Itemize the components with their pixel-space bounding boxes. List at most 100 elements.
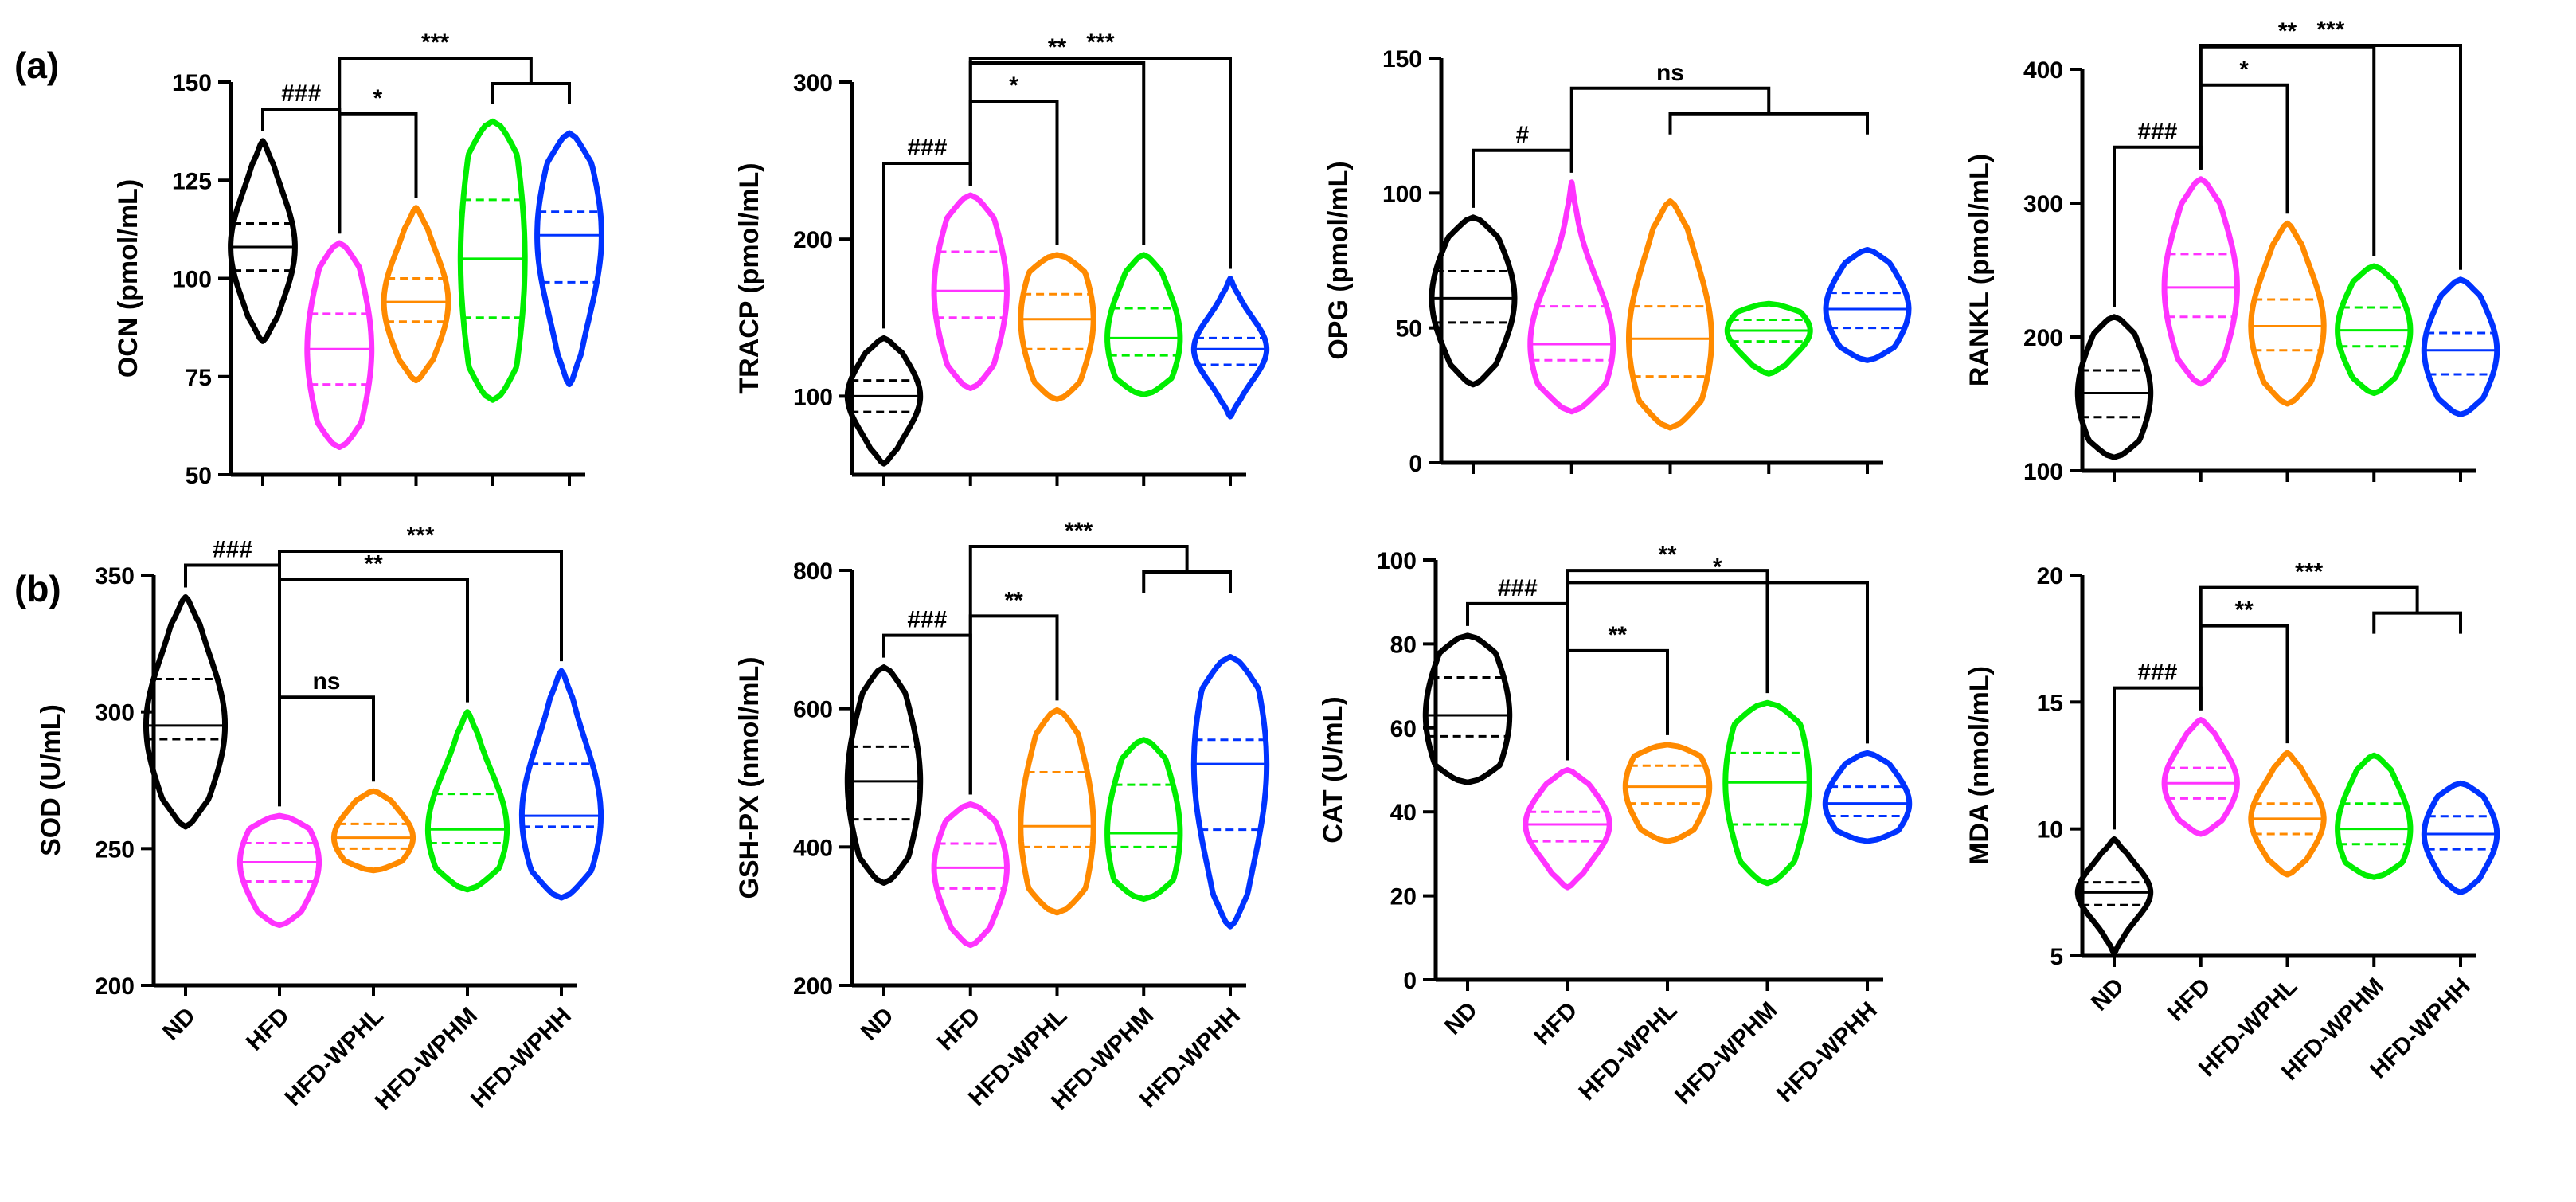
significance-bracket — [2113, 145, 2203, 307]
y-tick-label: 75 — [186, 365, 212, 391]
x-category-label: HFD-WPHM — [1670, 997, 1782, 1110]
significance-label: ** — [364, 551, 383, 578]
panel-label-b: (b) — [14, 568, 61, 609]
significance-label: ** — [1004, 587, 1023, 613]
x-category-label: HFD-WPHM — [370, 1003, 483, 1115]
significance-label: *** — [1065, 518, 1093, 544]
y-tick-label: 400 — [793, 835, 833, 861]
significance-label: *** — [421, 29, 449, 56]
y-tick-label: 40 — [1390, 800, 1417, 826]
significance-label: ### — [213, 536, 252, 562]
y-tick-label: 200 — [793, 227, 833, 253]
significance-label: ### — [2137, 660, 2177, 686]
significance-label: ns — [312, 668, 340, 695]
significance-bracket — [968, 57, 1232, 269]
violin-HFD-WPHH — [1190, 654, 1270, 930]
significance-label: ** — [2278, 18, 2297, 45]
y-axis-label: RANKL (pmol/mL) — [1964, 154, 1995, 386]
violin-HFD-WPHM — [1724, 300, 1813, 377]
significance-label: * — [373, 85, 383, 112]
violin-ND — [2074, 314, 2154, 460]
y-axis-label: OCN (pmol/mL) — [113, 179, 143, 378]
violin-HFD — [2161, 717, 2240, 837]
y-axis-label: CAT (U/mL) — [1318, 696, 1348, 843]
x-category-label: HFD — [2163, 973, 2216, 1027]
significance-label: ** — [1048, 34, 1067, 61]
violin-HFD — [2161, 176, 2240, 387]
significance-label: * — [1009, 72, 1018, 99]
y-tick-label: 50 — [1396, 316, 1422, 343]
significance-bracket — [1472, 148, 1573, 208]
y-tick-label: 20 — [1390, 884, 1417, 910]
significance-bracket — [968, 545, 1189, 795]
x-category-label: HFD — [1530, 997, 1583, 1051]
chart-3: 0 50 100 150 OPG (pmol/mL) # ns — [1323, 46, 1912, 477]
x-category-label: HFD-WPHH — [466, 1003, 577, 1114]
y-axis-label: SOD (U/mL) — [36, 704, 66, 856]
y-tick-label: 350 — [95, 563, 135, 589]
y-tick-label: 300 — [793, 70, 833, 96]
violin-HFD — [236, 812, 322, 928]
significance-label: ### — [281, 80, 321, 107]
group-bracket — [1142, 570, 1232, 593]
y-tick-label: 250 — [95, 836, 135, 863]
significance-label: # — [1516, 122, 1530, 148]
significance-bracket — [338, 112, 418, 234]
violin-HFD — [1527, 179, 1616, 415]
violin-HFD-WPHM — [2335, 752, 2414, 880]
significance-bracket — [1566, 648, 1669, 761]
y-tick-label: 50 — [186, 463, 212, 489]
y-axis-label: TRACP (pmol/mL) — [734, 162, 764, 393]
significance-label: *** — [1086, 29, 1114, 56]
y-tick-label: 20 — [2037, 563, 2063, 589]
violin-HFD — [304, 240, 375, 450]
y-tick-label: 100 — [793, 384, 833, 410]
violin-HFD-WPHH — [1822, 750, 1913, 844]
y-tick-label: 150 — [1382, 46, 1422, 72]
group-bracket — [491, 82, 571, 104]
violin-ND — [844, 664, 924, 886]
violin-HFD-WPHL — [2248, 220, 2327, 407]
significance-bracket — [338, 57, 533, 234]
significance-bracket — [2113, 686, 2203, 830]
violin-HFD-WPHL — [1626, 198, 1714, 431]
violin-HFD-WPHH — [534, 130, 604, 388]
violin-HFD-WPHL — [2248, 750, 2327, 878]
y-tick-label: 200 — [2023, 325, 2063, 351]
y-tick-label: 200 — [95, 973, 135, 1000]
y-tick-label: 125 — [172, 168, 212, 194]
y-tick-label: 5 — [2050, 944, 2063, 970]
x-category-label: ND — [856, 1003, 899, 1046]
y-tick-label: 15 — [2037, 690, 2063, 716]
violin-ND — [844, 335, 924, 467]
significance-label: ns — [1656, 60, 1684, 86]
violin-HFD — [931, 801, 1010, 949]
violin-HFD — [1523, 767, 1612, 891]
y-tick-label: 80 — [1390, 632, 1417, 658]
violin-HFD-WPHL — [1018, 707, 1096, 916]
significance-bracket — [2199, 44, 2462, 270]
significance-bracket — [278, 550, 563, 807]
significance-label: ### — [2137, 119, 2177, 145]
significance-label: * — [1713, 554, 1722, 580]
violin-HFD-WPHM — [2335, 263, 2414, 397]
violin-ND — [1422, 632, 1513, 785]
significance-bracket — [1569, 86, 1771, 173]
y-tick-label: 10 — [2037, 817, 2063, 844]
y-tick-label: 300 — [95, 700, 135, 726]
violin-HFD-WPHM — [424, 709, 510, 893]
violin-HFD-WPHL — [330, 788, 416, 874]
y-axis-label: GSH-PX (nmol/mL) — [734, 656, 764, 899]
violin-HFD-WPHH — [518, 668, 604, 901]
significance-bracket — [882, 161, 972, 329]
significance-label: ### — [907, 607, 947, 633]
y-tick-label: 100 — [172, 267, 212, 293]
x-category-label: ND — [1440, 997, 1483, 1040]
y-tick-label: 100 — [1382, 181, 1422, 207]
significance-label: ### — [907, 135, 947, 161]
violin-HFD-WPHM — [1104, 252, 1183, 397]
